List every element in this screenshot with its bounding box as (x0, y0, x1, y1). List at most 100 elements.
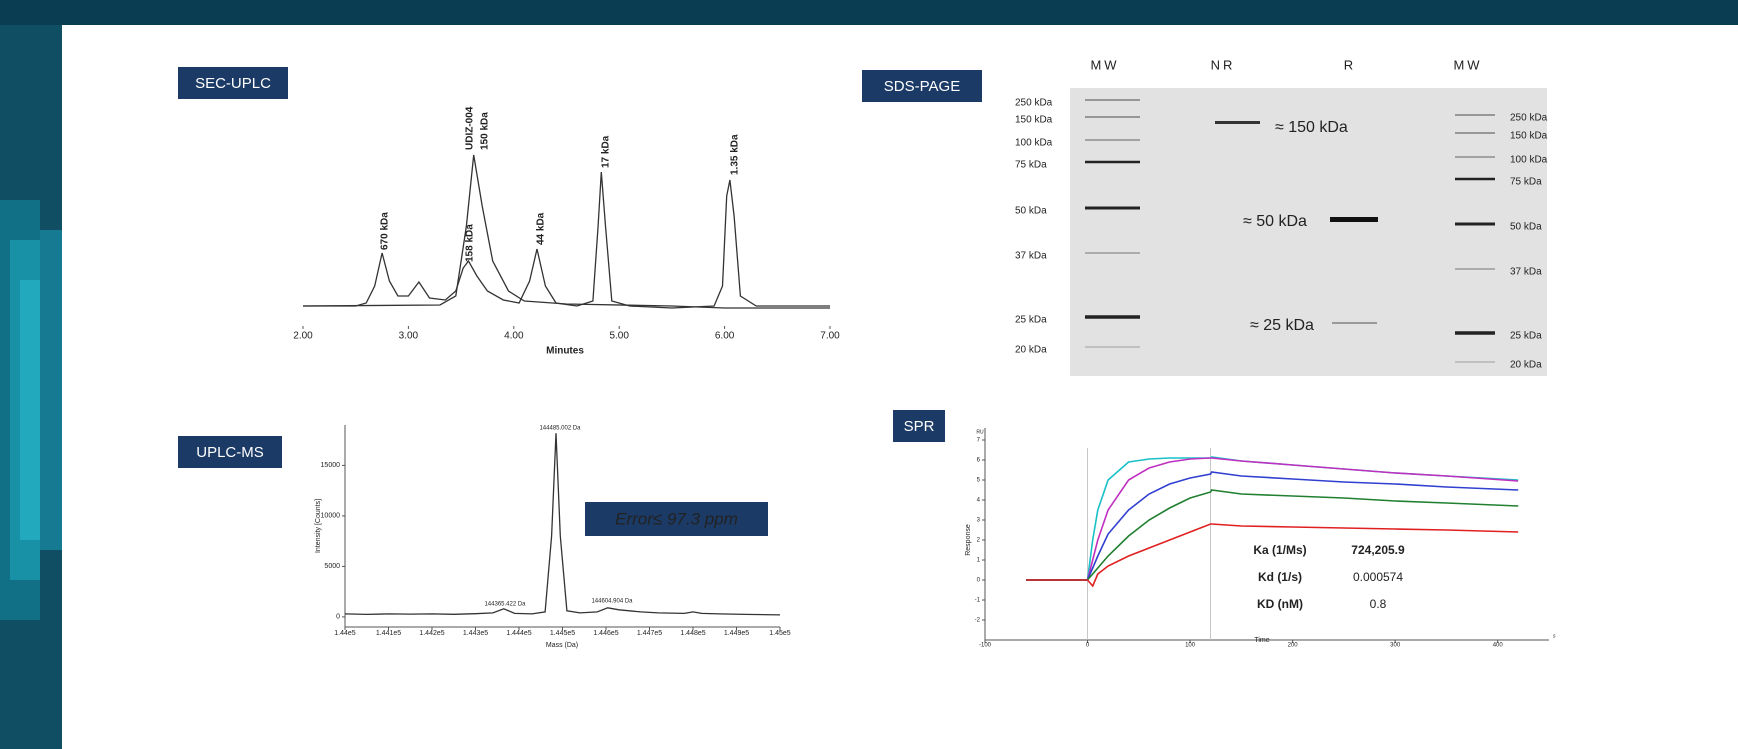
panel-title: SDS-PAGE (884, 78, 960, 95)
peak-label: 144485.002 Da (539, 426, 581, 432)
marker-label: 37 kDa (1015, 251, 1047, 262)
x-tick-label: 1.448e5 (680, 630, 705, 637)
marker-band (1085, 207, 1140, 210)
side-pattern (20, 280, 40, 540)
x-tick-label: 1.443e5 (463, 630, 488, 637)
marker-band (1085, 116, 1140, 117)
peak-label: 150 kDa (480, 112, 491, 150)
x-tick-label: -100 (979, 643, 992, 649)
marker-band (1085, 139, 1140, 140)
marker-band (1085, 252, 1140, 254)
y-axis-label: Response (965, 524, 972, 556)
marker-label: 250 kDa (1015, 98, 1053, 109)
x-tick-label: 1.441e5 (376, 630, 401, 637)
marker-label: 20 kDa (1510, 360, 1542, 371)
lane-label: MW (1090, 57, 1119, 72)
side-pattern (40, 230, 62, 550)
x-tick-label: 1.449e5 (724, 630, 749, 637)
sample-band (1215, 121, 1260, 124)
marker-band (1455, 268, 1495, 270)
marker-band (1455, 361, 1495, 362)
lane-label: NR (1211, 57, 1236, 72)
marker-label: 25 kDa (1510, 331, 1542, 342)
marker-label: 100 kDa (1015, 138, 1053, 149)
peak-label: 158 kDa (465, 224, 476, 262)
marker-label: 25 kDa (1015, 315, 1047, 326)
band-label: ≈ 25 kDa (1250, 317, 1314, 334)
x-tick-label: 300 (1390, 643, 1401, 649)
y-tick-label: 10000 (321, 513, 341, 520)
x-tick-label: 1.45e5 (769, 630, 791, 637)
x-tick-label: 7.00 (820, 331, 840, 342)
panel-title: SEC-UPLC (195, 75, 271, 92)
marker-label: 100 kDa (1510, 155, 1548, 166)
y-tick-label: 5000 (324, 563, 340, 570)
marker-label: 150 kDa (1015, 115, 1053, 126)
table-label: Ka (1/Ms) (1253, 543, 1306, 557)
marker-band (1085, 315, 1140, 319)
table-value: 0.8 (1370, 597, 1387, 611)
y-tick-label: -1 (975, 598, 981, 604)
marker-band (1455, 223, 1495, 226)
x-tick-label: 100 (1185, 643, 1196, 649)
marker-band (1455, 114, 1495, 115)
table-label: Kd (1/s) (1258, 570, 1302, 584)
y-unit: RU (976, 429, 984, 435)
sample-band (1330, 217, 1378, 222)
marker-label: 75 kDa (1015, 160, 1047, 171)
peak-label: 17 kDa (601, 135, 612, 168)
x-axis-label: Minutes (546, 346, 584, 357)
marker-label: 250 kDa (1510, 113, 1548, 124)
marker-band (1085, 161, 1140, 164)
table-label: KD (nM) (1257, 597, 1303, 611)
peak-label: 144365.422 Da (484, 602, 526, 608)
marker-band (1455, 331, 1495, 335)
marker-band (1455, 156, 1495, 157)
top-band (0, 0, 1738, 25)
peak-label: 1.35 kDa (730, 134, 741, 175)
marker-label: 75 kDa (1510, 177, 1542, 188)
marker-label: 20 kDa (1015, 345, 1047, 356)
peak-label: 670 kDa (380, 212, 391, 250)
table-value: 724,205.9 (1351, 543, 1405, 557)
band-label: ≈ 50 kDa (1243, 213, 1307, 230)
page: {"chart_data": [ {"type": "line", "title… (0, 0, 1738, 749)
slide: SEC-UPLC 2.00 3.00 4.00 5.00 6.00 7.00 670 kDa 1… (0, 0, 1738, 749)
note: Error≤ 97.3 ppm (615, 509, 738, 528)
x-axis-label: Mass (Da) (546, 642, 578, 649)
band-label: ≈ 150 kDa (1275, 119, 1348, 136)
x-tick-label: 1.446e5 (593, 630, 618, 637)
panel-title: UPLC-MS (196, 444, 264, 461)
marker-label: 50 kDa (1015, 206, 1047, 217)
x-tick-label: 5.00 (609, 331, 629, 342)
peak-label: UDIZ-004 (465, 106, 476, 150)
x-tick-label: 1.444e5 (506, 630, 531, 637)
lane-label: R (1344, 57, 1356, 72)
marker-label: 50 kDa (1510, 222, 1542, 233)
y-tick-label: 15000 (321, 462, 341, 469)
marker-band (1455, 178, 1495, 181)
marker-label: 150 kDa (1510, 131, 1548, 142)
y-tick-label: -2 (975, 618, 981, 624)
panel-title: SPR (904, 418, 935, 435)
x-tick-label: 4.00 (504, 331, 524, 342)
peak-label: 44 kDa (536, 212, 547, 245)
x-tick-label: 400 (1493, 643, 1504, 649)
x-tick-label: 1.445e5 (550, 630, 575, 637)
lane-label: MW (1453, 57, 1482, 72)
x-tick-label: 3.00 (399, 331, 419, 342)
x-tick-label: 6.00 (715, 331, 735, 342)
table-value: 0.000574 (1353, 570, 1403, 584)
x-tick-label: 200 (1288, 643, 1299, 649)
marker-band (1455, 132, 1495, 133)
x-tick-label: 1.447e5 (637, 630, 662, 637)
x-tick-label: 2.00 (293, 331, 313, 342)
y-tick-label: 0 (336, 614, 340, 621)
x-tick-label: 1.442e5 (419, 630, 444, 637)
marker-label: 37 kDa (1510, 267, 1542, 278)
x-axis-label: Time (1254, 637, 1269, 644)
x-tick-label: 1.44e5 (334, 630, 356, 637)
y-axis-label: Intensity [Counts] (315, 499, 322, 553)
marker-band (1085, 346, 1140, 347)
marker-band (1085, 99, 1140, 100)
